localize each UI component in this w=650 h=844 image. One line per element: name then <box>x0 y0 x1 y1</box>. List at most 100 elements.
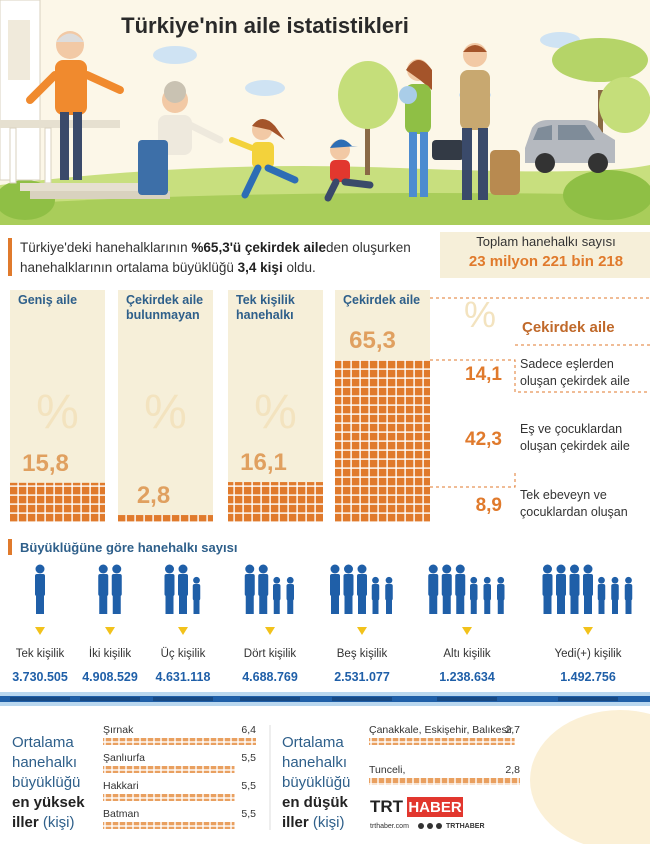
person-icon <box>497 599 504 614</box>
person-icon <box>178 574 188 596</box>
intro-text: oldu. <box>282 260 316 275</box>
accent-bar <box>8 539 12 555</box>
logo-haber: HABER <box>408 799 462 816</box>
header-illustration <box>0 0 650 225</box>
person-icon <box>556 574 566 596</box>
person-icon <box>386 599 392 614</box>
intro: Türkiye'deki hanehalklarının %65,3'ü çek… <box>20 238 445 278</box>
family-types: % 15,8% 2,8% 16,1 65,3 <box>10 290 430 522</box>
person-icon <box>371 584 380 601</box>
text: Ortalama hanehalkı büyüklüğü <box>282 734 351 791</box>
percent-sign: % <box>36 386 79 439</box>
size-label: Dört kişilik <box>244 648 297 660</box>
person-icon <box>358 594 366 614</box>
breakdown-value: 8,9 <box>476 495 502 516</box>
person-icon <box>35 564 45 574</box>
person-icon <box>556 564 566 574</box>
percent-sign: % <box>464 294 496 335</box>
text: Ortalama hanehalkı büyüklüğü <box>12 734 81 791</box>
person-icon <box>569 574 580 596</box>
size-value: 4.908.529 <box>82 670 138 684</box>
person-icon <box>286 584 294 601</box>
highest-title: Ortalama hanehalkı büyüklüğü en yüksek i… <box>12 733 102 833</box>
person-icon <box>542 574 553 596</box>
city-value: 5,5 <box>241 780 256 792</box>
city-bar <box>103 822 235 829</box>
person-icon <box>385 576 393 584</box>
person-icon <box>357 564 367 574</box>
person-icon <box>164 574 175 596</box>
city-name: Hakkari <box>103 780 139 792</box>
city-bar <box>103 766 235 773</box>
person-icon <box>287 599 294 614</box>
pointer <box>105 627 115 635</box>
type-label: Geniş aile <box>18 293 78 307</box>
decor <box>530 710 650 844</box>
person-icon <box>597 584 606 601</box>
column-bg <box>335 290 430 361</box>
person-icon <box>112 594 121 614</box>
grid-bar <box>10 482 105 522</box>
person-icon <box>625 599 632 614</box>
intro-bold: %65,3'ü çekirdek aile <box>191 240 326 255</box>
accent-bar <box>8 238 12 276</box>
section-title: Büyüklüğüne göre hanehalkı sayısı <box>20 540 237 555</box>
person-icon <box>357 574 367 596</box>
person-icon <box>344 564 353 574</box>
person-icon <box>178 564 188 574</box>
text: (kişi) <box>38 814 75 831</box>
person-icon <box>428 574 439 596</box>
person-icon <box>611 584 619 601</box>
person-icon <box>193 599 200 614</box>
pointer <box>583 627 593 635</box>
person-icon <box>455 564 465 574</box>
person-icon <box>497 584 505 601</box>
breakdown-title: Çekirdek aile <box>522 319 615 336</box>
person-icon <box>428 564 438 574</box>
person-icon <box>330 574 340 596</box>
city-name: Batman <box>103 808 139 820</box>
band-segment <box>80 697 140 701</box>
person-icon <box>583 564 593 574</box>
size-label: Üç kişilik <box>161 648 206 660</box>
person-icon <box>598 576 605 584</box>
breakdown: 14,1 42,3 8,9 <box>465 364 502 516</box>
person-icon <box>483 576 491 584</box>
person-icon <box>612 599 618 614</box>
value-label: 15,8 <box>22 450 69 477</box>
percent-sign: % <box>144 386 187 439</box>
pointer <box>35 627 45 635</box>
pointer <box>357 627 367 635</box>
person-icon <box>625 576 632 584</box>
title: Türkiye'nin aile istatistikleri <box>121 13 409 38</box>
city-name: Şırnak <box>103 724 134 736</box>
person-icon <box>470 599 477 614</box>
person-icon <box>372 576 379 584</box>
logo-social: TRTHABER <box>446 823 485 830</box>
logo-box <box>407 797 463 817</box>
person-icon <box>497 576 505 584</box>
size-value: 4.688.769 <box>242 670 298 684</box>
person-icon <box>598 599 605 614</box>
size-label: Beş kişilik <box>337 648 388 660</box>
size-label: İki kişilik <box>89 647 131 660</box>
size-value: 3.730.505 <box>12 670 68 684</box>
size-value: 1.238.634 <box>439 670 495 684</box>
value-label: 2,8 <box>137 482 170 509</box>
value-label: 65,3 <box>349 327 396 354</box>
person-icon <box>456 594 465 614</box>
city-bar <box>103 794 235 801</box>
intro-text: Türkiye'deki hanehalklarının <box>20 240 192 255</box>
size-label: Altı kişilik <box>443 648 491 660</box>
person-icon <box>543 564 552 574</box>
city-bar <box>369 738 515 745</box>
person-icon <box>244 574 255 596</box>
text: (kişi) <box>308 814 345 831</box>
total-label: Toplam hanehalkı sayısı <box>476 234 615 249</box>
band-segment <box>332 697 392 701</box>
total-value: 23 milyon 221 bin 218 <box>469 253 623 270</box>
person-icon <box>442 594 451 614</box>
breakdown-label: Tek ebeveyn ve çocuklardan oluşan <box>520 488 628 519</box>
person-icon <box>483 584 491 601</box>
person-icon <box>570 564 579 574</box>
